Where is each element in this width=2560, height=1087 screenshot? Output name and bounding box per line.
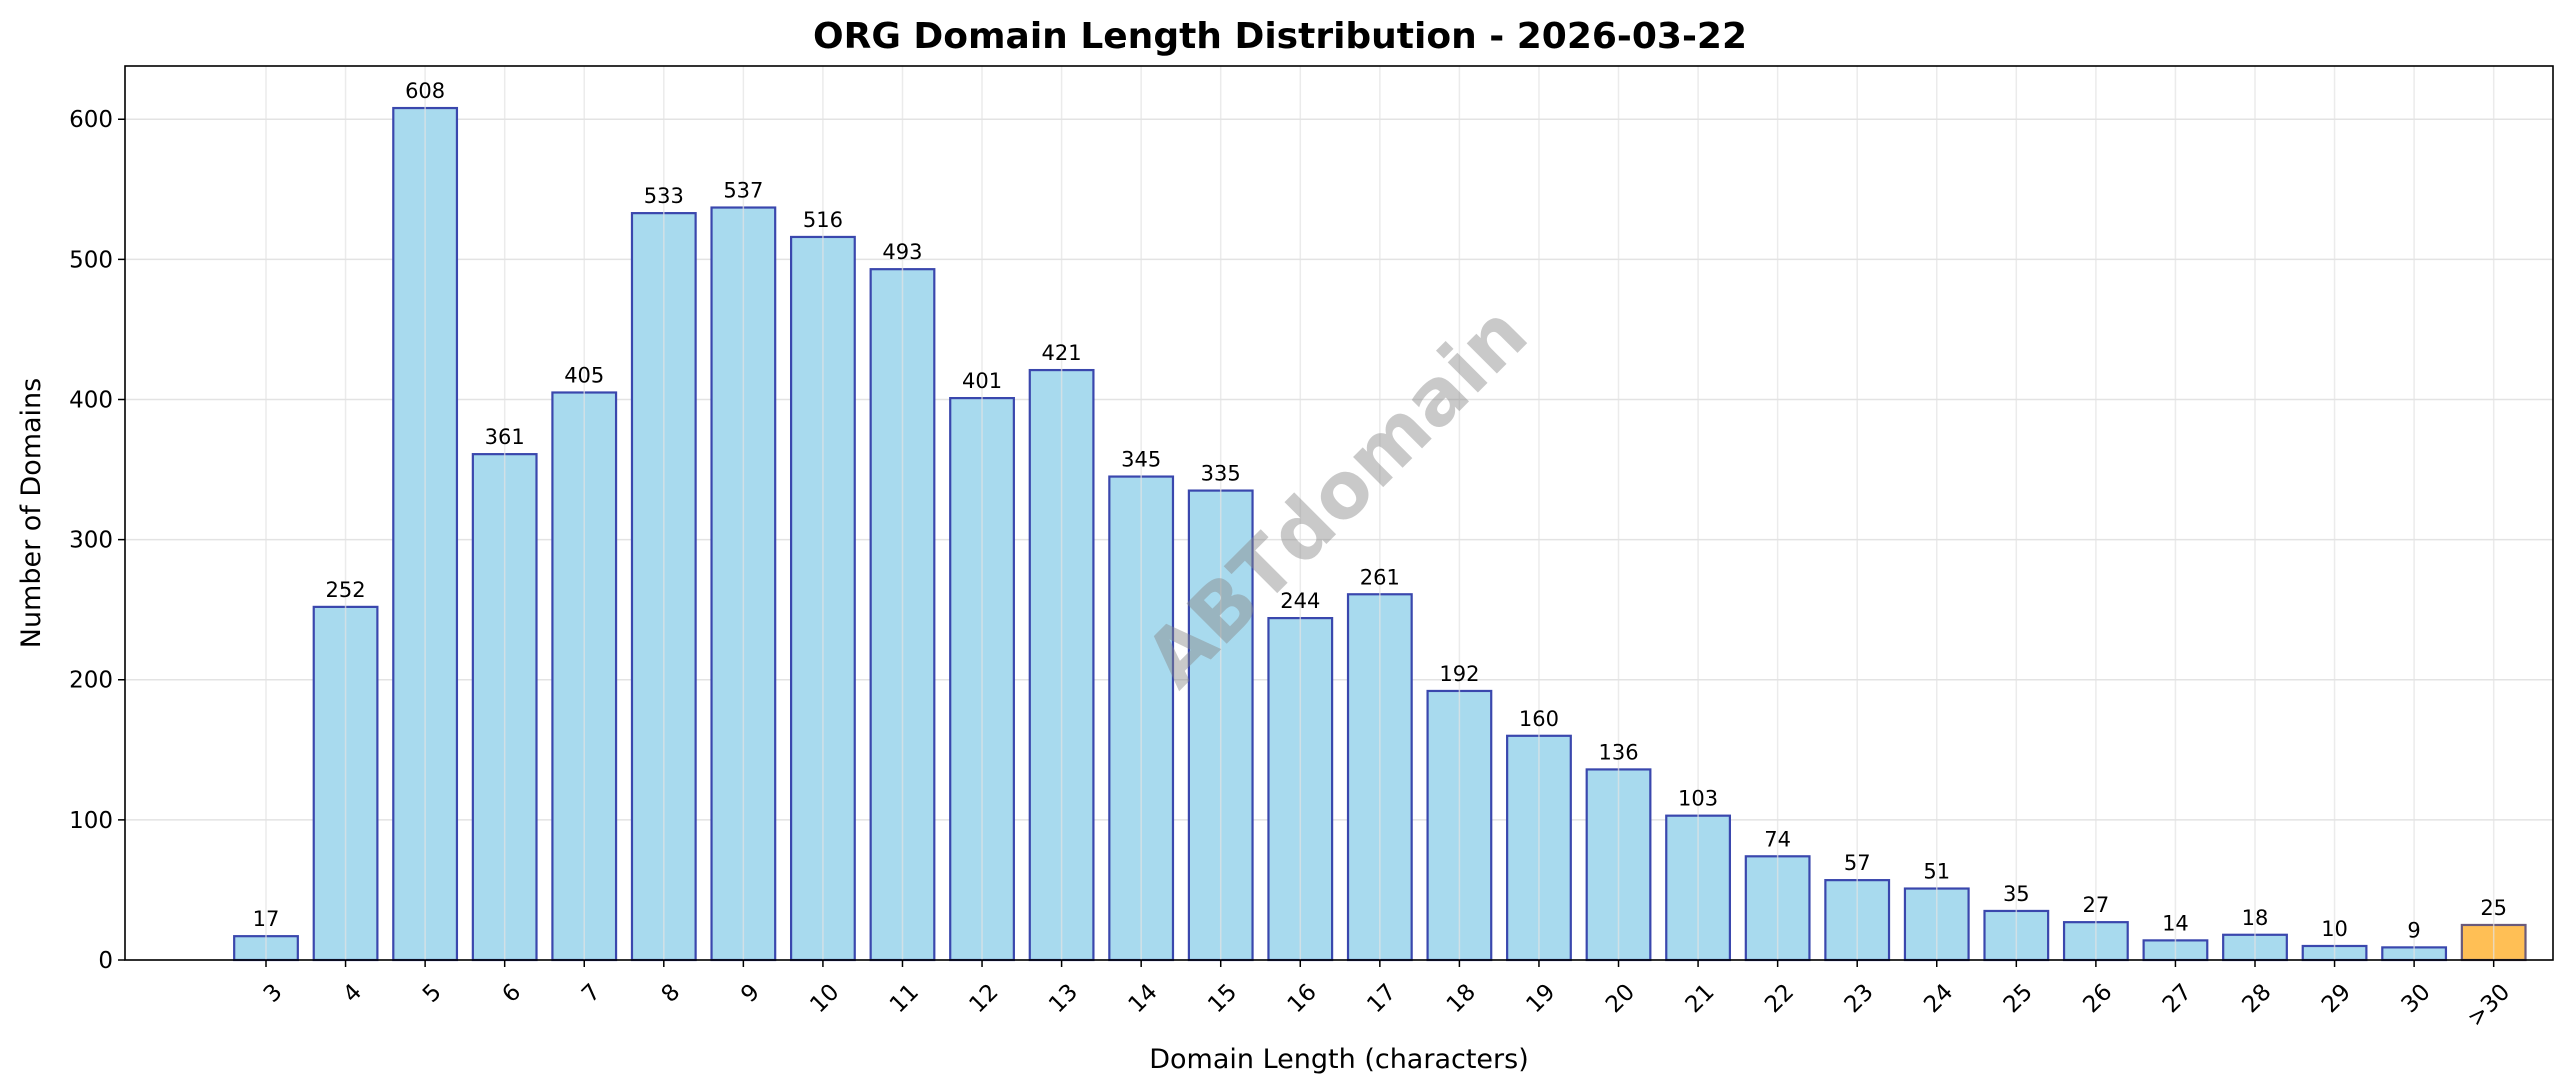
data-label: 401 [962, 369, 1002, 393]
y-tick-label: 100 [69, 808, 113, 834]
data-label: 345 [1121, 448, 1161, 472]
y-tick-label: 0 [98, 948, 113, 974]
data-label: 493 [882, 240, 922, 264]
data-labels: 17 252 608 361 405 533 537 516 493 401 421 345 335 24… [253, 66, 2507, 960]
data-label: 160 [1519, 707, 1559, 731]
y-ticks: 0 100 200 300 400 500 600 [69, 107, 125, 974]
data-label: 35 [2003, 882, 2030, 906]
data-label: 10 [2321, 917, 2348, 941]
x-tick-label: 27 [2158, 979, 2197, 1018]
data-label: 252 [326, 578, 366, 602]
data-label: 74 [1764, 827, 1791, 851]
x-tick-label: 20 [1601, 979, 1640, 1018]
x-ticks: 3 4 5 6 7 8 9 10 11 12 13 14 15 16 17 18 19 20 21 22 23 24 25 2… [259, 960, 2515, 1032]
data-label: 25 [2480, 896, 2507, 920]
y-tick-label: 200 [69, 668, 113, 694]
data-label: 608 [405, 79, 445, 103]
x-tick-label: 15 [1203, 979, 1242, 1018]
x-tick-label: 5 [418, 979, 447, 1008]
x-tick-label: 29 [2317, 979, 2356, 1018]
x-tick-label: 10 [805, 979, 844, 1018]
data-label: 17 [253, 907, 280, 931]
x-tick-label: 19 [1521, 979, 1560, 1018]
x-tick-label: 16 [1283, 979, 1322, 1018]
data-label: 361 [485, 425, 525, 449]
data-label: 244 [1280, 589, 1320, 613]
x-tick-label: 4 [338, 979, 367, 1008]
data-label: 103 [1678, 787, 1718, 811]
data-label: 18 [2242, 906, 2269, 930]
x-tick-label: 12 [965, 979, 1004, 1018]
chart-title: ORG Domain Length Distribution - 2026-03… [813, 16, 1747, 57]
y-axis-label: Number of Domains [16, 378, 47, 649]
x-tick-label: 26 [2078, 979, 2117, 1018]
x-tick-label: 14 [1124, 979, 1163, 1018]
y-tick-label: 500 [69, 247, 113, 273]
x-tick-label: 11 [885, 979, 924, 1018]
data-label: 14 [2162, 911, 2189, 935]
x-tick-label: 7 [577, 979, 606, 1008]
x-tick-label: 25 [1999, 979, 2038, 1018]
data-label: 335 [1201, 462, 1241, 486]
x-tick-label: 8 [657, 979, 686, 1008]
data-label: 533 [644, 184, 684, 208]
x-axis-label: Domain Length (characters) [1149, 1044, 1529, 1075]
data-label: 261 [1360, 565, 1400, 589]
data-label: 136 [1598, 740, 1638, 764]
data-label: 57 [1844, 851, 1871, 875]
x-tick-label: 3 [259, 979, 288, 1008]
data-label: 9 [2407, 918, 2420, 942]
data-label: 516 [803, 208, 843, 232]
x-tick-label: 24 [1919, 979, 1958, 1018]
data-label: 51 [1923, 860, 1950, 884]
data-label: 537 [723, 179, 763, 203]
x-tick-label: 23 [1840, 979, 1879, 1018]
x-tick-label: 22 [1760, 979, 1799, 1018]
y-tick-label: 400 [69, 387, 113, 413]
x-tick-label: 9 [736, 979, 765, 1008]
y-tick-label: 600 [69, 107, 113, 133]
x-tick-label: 18 [1442, 979, 1481, 1018]
x-tick-label: 21 [1681, 979, 1720, 1018]
x-tick-label: >30 [2463, 979, 2516, 1032]
data-label: 192 [1439, 662, 1479, 686]
data-label: 405 [564, 363, 604, 387]
x-tick-label: 6 [497, 979, 526, 1008]
data-label: 421 [1042, 341, 1082, 365]
x-tick-label: 30 [2397, 979, 2436, 1018]
x-tick-label: 13 [1044, 979, 1083, 1018]
plot-frame [124, 65, 2554, 961]
y-tick-label: 300 [69, 528, 113, 554]
x-tick-label: 28 [2237, 979, 2276, 1018]
x-tick-label: 17 [1362, 979, 1401, 1018]
data-label: 27 [2083, 893, 2110, 917]
